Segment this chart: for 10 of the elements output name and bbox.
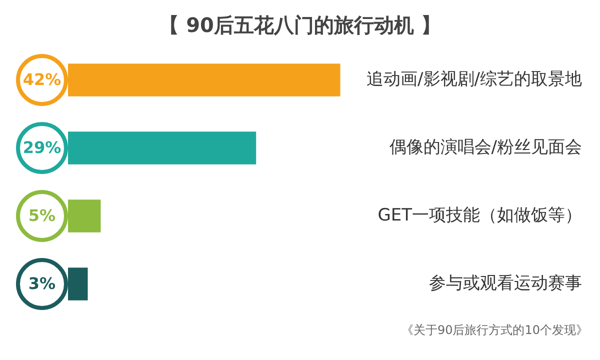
data-label: 29% bbox=[22, 138, 62, 158]
y-tick-label: 偶像的演唱会/粉丝见面会 bbox=[389, 137, 582, 158]
chart-title: 【 90后五花八门的旅行动机 】 bbox=[158, 12, 442, 39]
text: 《关于90后旅行方式的10个发现》 bbox=[400, 322, 589, 339]
y-tick-label: 追动画/影视剧/综艺的取景地 bbox=[366, 69, 582, 90]
y-tick-label: GET一项技能（如做饭等） bbox=[378, 205, 582, 226]
data-label: 5% bbox=[28, 206, 56, 226]
data-label: 42% bbox=[22, 70, 62, 90]
y-tick-label: 参与或观看运动赛事 bbox=[429, 273, 582, 294]
data-label: 3% bbox=[28, 274, 56, 294]
